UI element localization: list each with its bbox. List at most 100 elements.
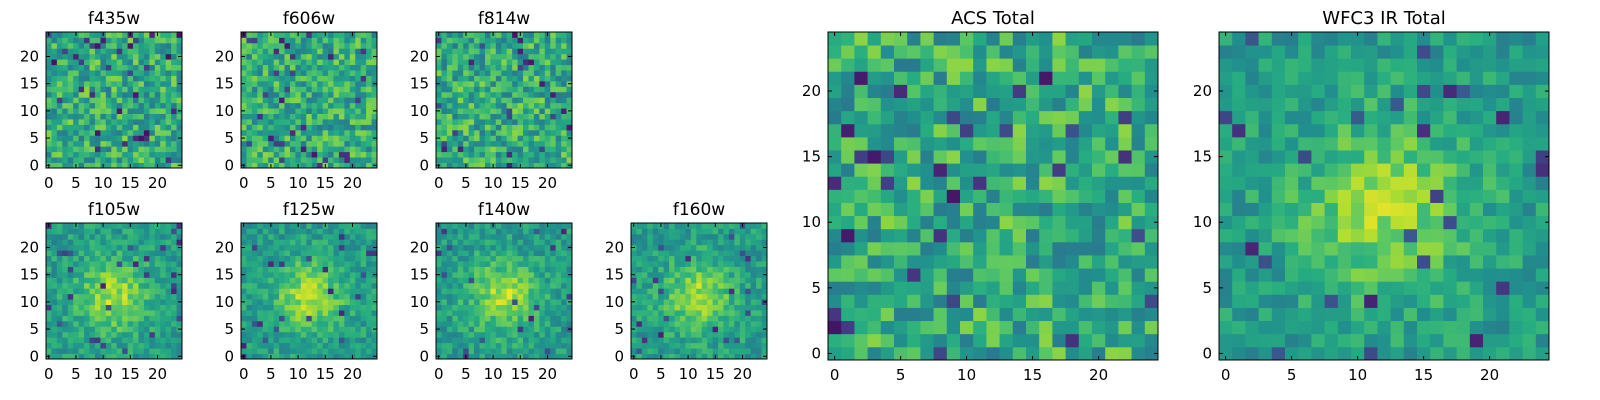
heatmap-cell (506, 320, 513, 327)
heatmap-cell (366, 157, 372, 163)
heatmap-cell (734, 288, 741, 295)
heatmap-cell (300, 162, 307, 169)
heatmap-cell (317, 299, 323, 305)
heatmap-cell (669, 282, 675, 289)
heatmap-cell (490, 140, 497, 147)
heatmap-cell (138, 315, 145, 322)
heatmap-cell (56, 86, 63, 93)
heatmap-cell (46, 64, 52, 71)
heatmap-cell (344, 331, 351, 338)
heatmap-cell (745, 326, 752, 333)
heatmap-cell (501, 119, 508, 125)
heatmap-cell (279, 315, 285, 322)
heatmap-cell (251, 140, 258, 147)
heatmap-cell (718, 277, 724, 284)
heatmap-cell (328, 304, 334, 311)
heatmap-cell (51, 239, 58, 246)
x-tick-label: 15 (121, 365, 140, 383)
heatmap-cell (355, 271, 362, 278)
heatmap-cell (696, 331, 703, 338)
heatmap-cell (468, 37, 475, 44)
heatmap-cell (73, 108, 80, 114)
heatmap-cell (122, 97, 128, 104)
heatmap-cell (311, 261, 318, 267)
heatmap-cell (138, 304, 145, 311)
heatmap-cell (322, 277, 329, 284)
heatmap-cell (171, 250, 177, 257)
heatmap-cell (89, 348, 96, 354)
heatmap-cell (690, 304, 697, 311)
heatmap-cell (474, 119, 480, 125)
heatmap-cell (641, 266, 648, 273)
heatmap-cell (441, 271, 448, 278)
heatmap-cell (1012, 176, 1027, 190)
heatmap-cell (62, 37, 69, 44)
heatmap-cell (328, 277, 334, 284)
heatmap-cell (907, 255, 921, 269)
heatmap-cell (105, 129, 112, 136)
heatmap-cell (154, 135, 161, 142)
heatmap-cell (920, 150, 934, 164)
heatmap-cell (176, 119, 183, 125)
heatmap-cell (457, 244, 464, 251)
heatmap-cell (468, 135, 475, 142)
heatmap-cell (652, 304, 659, 311)
heatmap-cell (338, 140, 345, 147)
heatmap-cell (641, 353, 648, 360)
heatmap-cell (257, 337, 264, 344)
heatmap-cell (457, 266, 464, 273)
heatmap-cell (165, 255, 172, 262)
heatmap-cell (854, 202, 868, 217)
heatmap-cell (468, 113, 475, 120)
heatmap-cell (1131, 307, 1146, 322)
heatmap-cell (284, 135, 291, 142)
heatmap-cell (273, 239, 280, 246)
heatmap-cell (745, 299, 752, 305)
heatmap-cell (78, 331, 85, 338)
heatmap-cell (94, 32, 101, 38)
heatmap-cell (89, 239, 96, 246)
heatmap-cell (973, 268, 987, 282)
heatmap-cell (550, 348, 557, 354)
heatmap-cell (712, 320, 719, 327)
heatmap-cell (360, 75, 367, 82)
heatmap-cell (544, 75, 551, 82)
heatmap-cell (528, 255, 535, 262)
heatmap-cell (750, 353, 757, 360)
heatmap-cell (165, 271, 172, 278)
heatmap-cell (100, 282, 107, 289)
heatmap-cell (517, 261, 524, 267)
heatmap-cell (1118, 176, 1132, 190)
heatmap-cell (171, 315, 177, 322)
heatmap-cell (246, 53, 253, 60)
heatmap-cell (761, 348, 768, 354)
heatmap-cell (338, 244, 345, 251)
heatmap-cell (728, 304, 735, 311)
heatmap-cell (484, 299, 491, 305)
heatmap-cell (544, 91, 551, 98)
heatmap-cell (484, 353, 491, 360)
heatmap-cell (555, 315, 562, 322)
heatmap-cell (446, 70, 453, 76)
heatmap-cell (463, 261, 470, 267)
heatmap-cell (257, 75, 264, 82)
heatmap-cell (165, 97, 172, 104)
heatmap-cell (300, 59, 307, 66)
heatmap-cell (523, 331, 529, 338)
heatmap-cell (490, 64, 497, 71)
heatmap-cell (1065, 281, 1080, 295)
heatmap-cell (100, 102, 107, 109)
heatmap-cell (761, 342, 768, 349)
heatmap-cell (300, 293, 307, 300)
heatmap-cell (154, 129, 161, 136)
heatmap-cell (446, 342, 453, 349)
heatmap-cell (468, 228, 475, 235)
heatmap-cell (658, 261, 665, 267)
heatmap-cell (907, 189, 921, 203)
heatmap-cell (501, 102, 508, 109)
heatmap-cell (94, 282, 101, 289)
heatmap-cell (366, 91, 372, 98)
heatmap-cell (241, 48, 247, 55)
heatmap-cell (127, 91, 134, 98)
heatmap-cell (550, 129, 557, 136)
